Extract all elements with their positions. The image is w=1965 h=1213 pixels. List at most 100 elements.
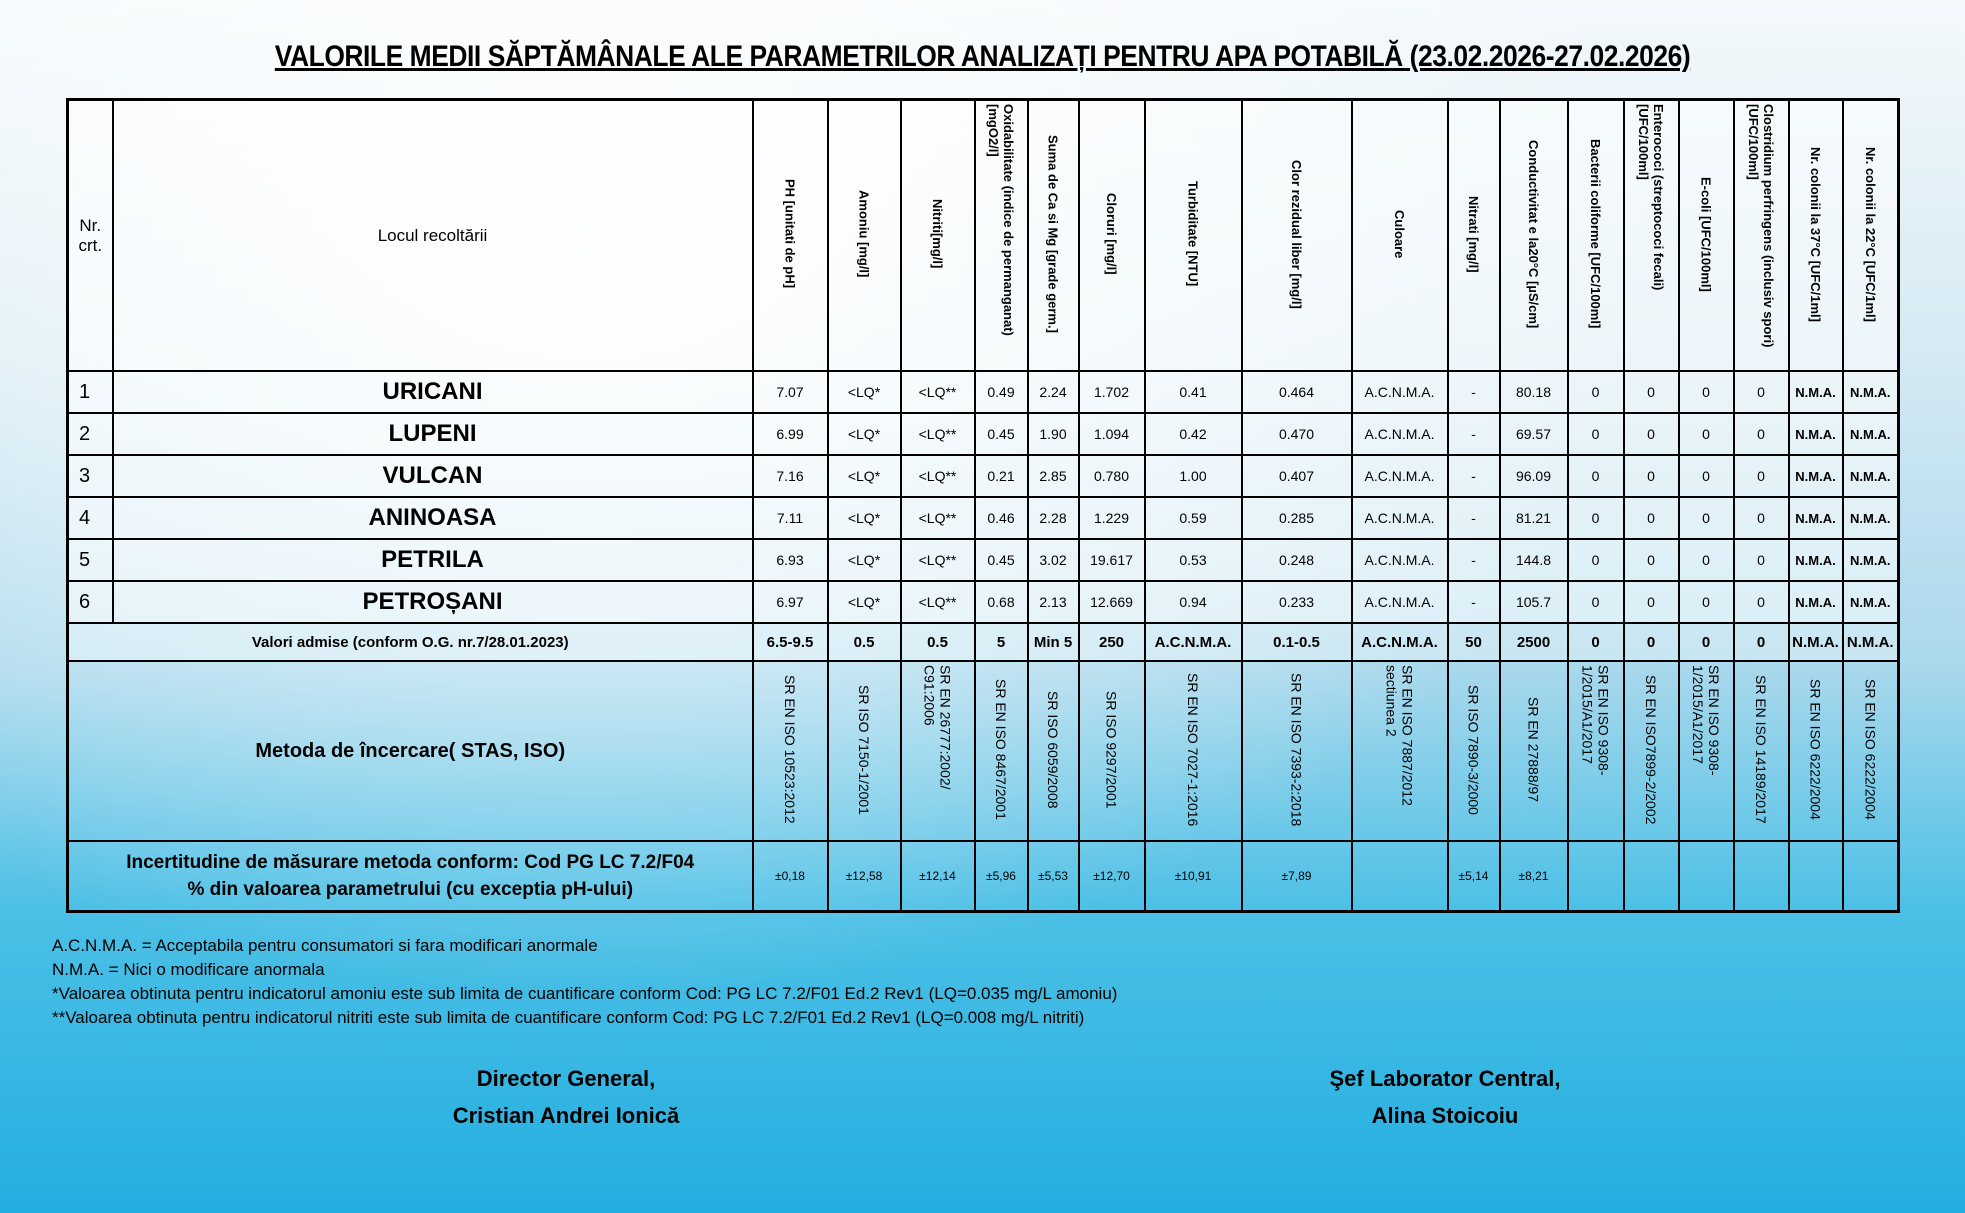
cell: - [1446,412,1501,456]
cell: SR EN ISO 9308-1/2015/A1/2017 [1677,660,1735,842]
empty-cell [1622,840,1680,913]
cell: N.M.A. [1841,538,1900,582]
header-text: Nr. colonii la 37°C [UFC/1ml] [1808,146,1823,322]
cell: SR EN ISO 6222/2004 [1787,660,1844,842]
cell: <LQ** [899,496,976,540]
cell: 7.11 [751,496,829,540]
signature-role: Şef Laborator Central, [1329,1066,1561,1091]
cell: 0 [1622,538,1680,582]
header-text: PH [unitati de pH] [782,179,798,289]
cell: 0 [1622,580,1680,624]
cell: 6.97 [751,580,829,624]
method-text: SR EN ISO 7887/2012 sectiunea 2 [1383,664,1416,806]
header-text: Clor rezidual liber [mg/l] [1289,159,1304,309]
header-text: Cloruri [mg/l] [1104,193,1119,275]
data-row: 3 VULCAN 7.16 <LQ* <LQ** 0.21 2.85 0.780 1.00 0.4… [66,454,1900,498]
method-text: SR EN ISO 9308-1/2015/A1/2017 [1579,664,1612,776]
signature-role: Director General, [476,1066,656,1091]
method-text: SR ISO 7150-1/2001 [856,684,872,815]
method-text: SR EN ISO 14189/2017 [1753,675,1769,824]
cell: 50 [1446,622,1501,662]
signature-name: Alina Stoicoiu [1371,1103,1519,1128]
cell: 1.90 [1026,412,1080,456]
cell: 0.470 [1240,412,1353,456]
empty-cell [1677,840,1735,913]
admitted-row: Valori admise (conform O.G. nr.7/28.01.2… [66,622,1900,662]
cell: N.M.A. [1841,412,1900,456]
empty-cell [1350,840,1449,913]
cell: N.M.A. [1787,370,1844,414]
method-text: SR EN ISO 7027-1:2016 [1185,672,1201,827]
method-text: SR EN ISO 8467/2001 [993,679,1009,820]
method-text: SR ISO 6059/2008 [1045,690,1061,809]
cell: Min 5 [1026,622,1080,662]
cell: 5 [973,622,1029,662]
column-header: Locul recoltării [111,98,754,372]
cell: 0.45 [973,412,1029,456]
cell: 0.42 [1143,412,1243,456]
cell: 0 [1732,538,1790,582]
cell: A.C.N.M.A. [1350,496,1449,540]
cell: SR EN ISO 7027-1:2016 [1143,660,1243,842]
cell: 105.7 [1498,580,1569,624]
cell: SR ISO 7890-3/2000 [1446,660,1501,842]
cell: 2 [66,412,114,456]
cell: 0 [1622,454,1680,498]
cell: ±7,89 [1240,840,1353,913]
cell: 0.780 [1077,454,1146,498]
cell: 0.94 [1143,580,1243,624]
cell: <LQ** [899,538,976,582]
cell: - [1446,496,1501,540]
cell: ±5,53 [1026,840,1080,913]
label-line: % din valoarea parametrului (cu exceptia… [187,879,634,900]
empty-cell [1841,840,1900,913]
cell: 0.53 [1143,538,1243,582]
location: LUPENI [111,412,754,456]
cell: 0.464 [1240,370,1353,414]
header-text: Amoniu [mg/l] [856,190,872,278]
cell: ±5,14 [1446,840,1501,913]
cell: ±8,21 [1498,840,1569,913]
cell: ±0,18 [751,840,829,913]
cell: ±12,14 [899,840,976,913]
signature: Director General, Cristian Andrei Ionică [316,1060,816,1134]
cell: 0.233 [1240,580,1353,624]
cell: 0 [1732,370,1790,414]
cell: 0 [1566,496,1625,540]
header-text: Oxidabilitate (indice de permanganat) [m… [986,104,1016,336]
cell: 0.59 [1143,496,1243,540]
cell: 0 [1732,412,1790,456]
method-text: SR EN ISO 9308-1/2015/A1/2017 [1690,664,1722,776]
cell: 1.229 [1077,496,1146,540]
header-row: Nr. crt. Locul recoltării PH [unitati de p… [66,98,1900,372]
location: PETROȘANI [111,580,754,624]
cell: 0 [1677,622,1735,662]
cell: 96.09 [1498,454,1569,498]
column-header: Nitrati [mg/l] [1446,98,1501,372]
cell: 6.99 [751,412,829,456]
cell: 6.5-9.5 [751,622,829,662]
cell: 0 [1622,622,1680,662]
cell: - [1446,580,1501,624]
cell: 0 [1622,370,1680,414]
header-text: Clostridium perfringens (inclusiv spori)… [1746,104,1776,348]
cell: N.M.A. [1841,454,1900,498]
cell: 0 [1566,538,1625,582]
cell: <LQ** [899,370,976,414]
cell: 7.16 [751,454,829,498]
cell: 0 [1732,496,1790,540]
row-label: Valori admise (conform O.G. nr.7/28.01.2… [66,622,754,662]
header-text: Nr. colonii la 22°C [UFC/1ml] [1862,146,1878,322]
method-text: SR EN ISO 6222/2004 [1862,679,1879,820]
column-header: E-coli [UFC/100ml] [1677,98,1735,372]
cell: N.M.A. [1787,454,1844,498]
column-header: Nr. colonii la 37°C [UFC/1ml] [1787,98,1844,372]
cell: 250 [1077,622,1146,662]
cell: SR ISO 6059/2008 [1026,660,1080,842]
cell: A.C.N.M.A. [1350,580,1449,624]
cell: 0 [1566,580,1625,624]
cell: SR EN ISO 14189/2017 [1732,660,1790,842]
cell: 2.28 [1026,496,1080,540]
cell: N.M.A. [1787,496,1844,540]
method-text: SR EN ISO 7393-2:2018 [1288,672,1305,827]
